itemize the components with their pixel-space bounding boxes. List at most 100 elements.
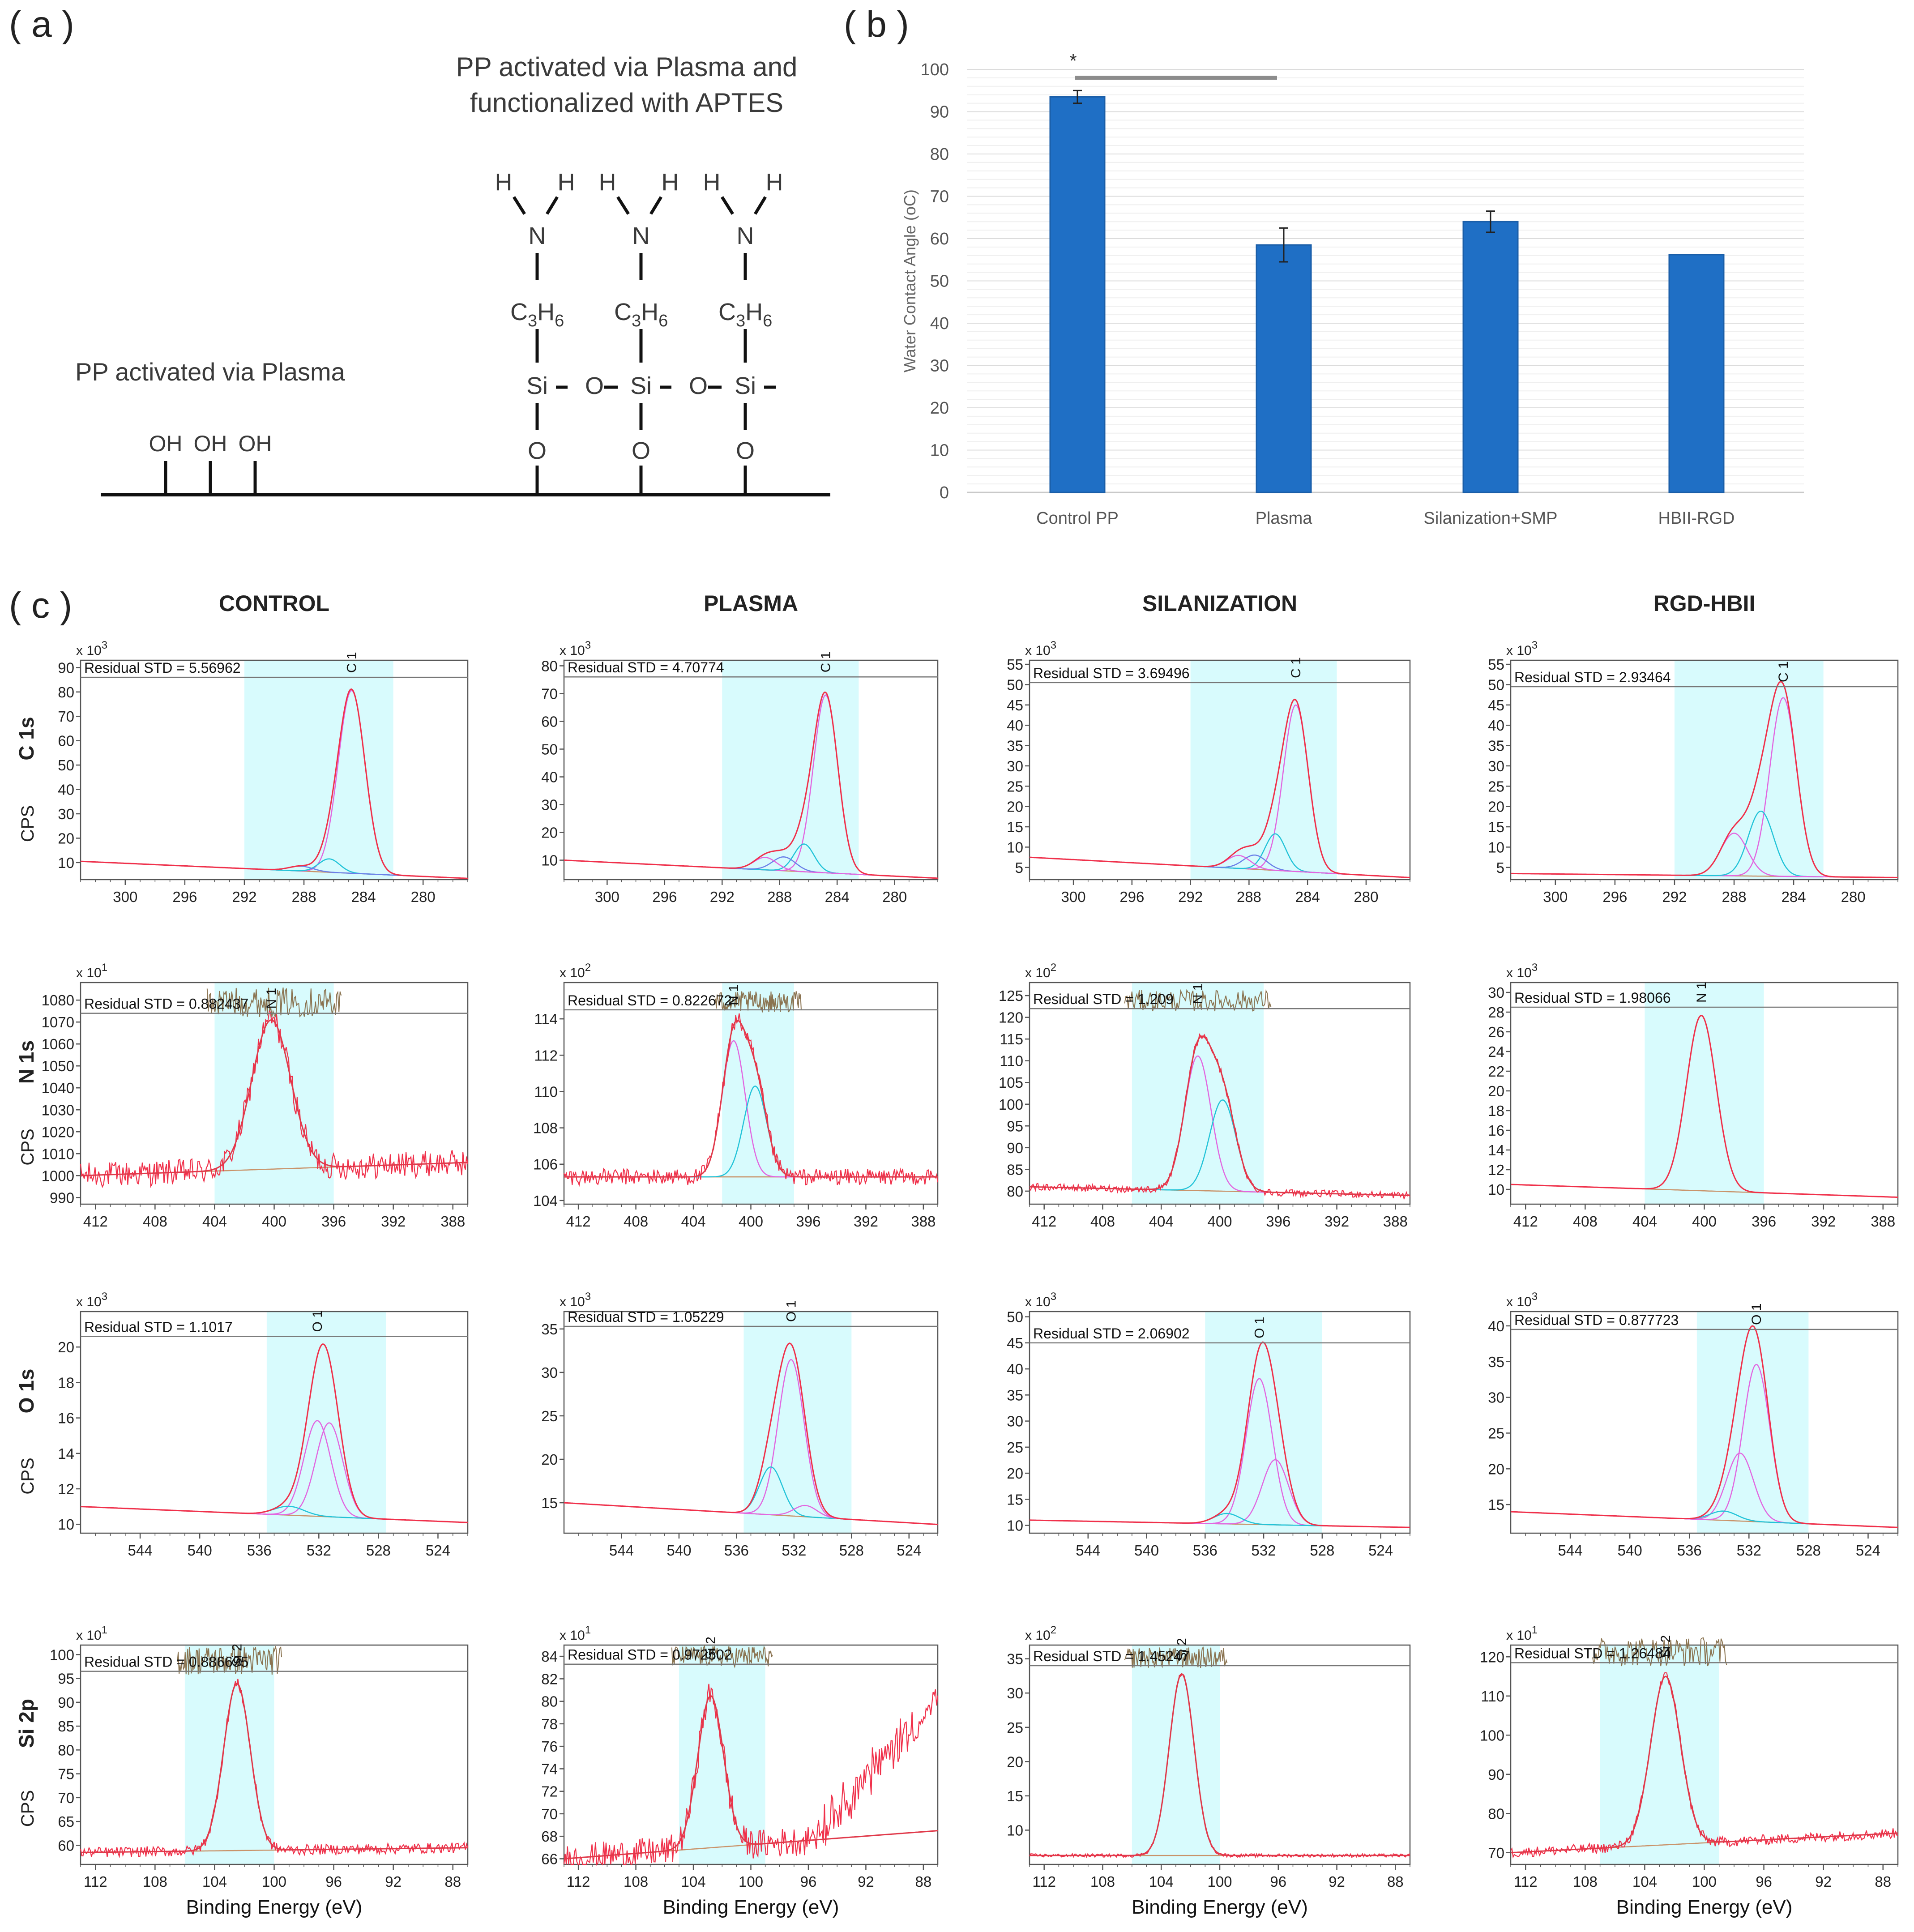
x-tick-label: 404 (1149, 1213, 1174, 1230)
x-tick-label: 544 (609, 1542, 634, 1559)
y-multiplier: x 103 (76, 1291, 107, 1309)
raw-spectrum (564, 1342, 938, 1526)
x-tick-label: 104 (1632, 1873, 1657, 1890)
xps-subplot: 300 296 292 288 284 280 5 10 15 20 25 30 35 40 45 50 55x… (1007, 639, 1411, 905)
x-tick-label: 296 (1119, 889, 1144, 905)
x-tick-label: 400 (262, 1213, 286, 1230)
multiplier-exponent: 3 (102, 1291, 107, 1303)
y-tick-label: 15 (1488, 819, 1504, 835)
fit-region (184, 1645, 274, 1864)
xps-subplot: 544 540 536 532 528 524 10 12 14 16 18 20 x 103 Resid… (58, 1291, 469, 1559)
raw-spectrum (563, 1013, 939, 1187)
multiplier-exponent: 3 (1532, 1291, 1538, 1303)
y-tick-label: 55 (1007, 656, 1023, 673)
xps-subplot: 544 540 536 532 528 524 10 15 20 25 30 35 40 45 50x 10… (1007, 1291, 1411, 1559)
multiplier-base: x 10 (76, 1628, 102, 1643)
y-tick-label: 40 (1007, 717, 1023, 734)
significance-label: * (1069, 50, 1077, 71)
propyl-h: H (537, 299, 555, 325)
propyl-sub3: 3 (528, 312, 537, 330)
x-tick-label: 92 (1329, 1873, 1345, 1890)
y-tick-label: 100 (999, 1096, 1023, 1113)
bar (1256, 244, 1312, 493)
surface-oxygen-label: O (528, 437, 547, 464)
y-multiplier: x 101 (1506, 1624, 1538, 1643)
y-tick-label: 108 (533, 1120, 558, 1137)
y-multiplier: x 101 (560, 1624, 591, 1643)
y-tick-label: 40 (1488, 1318, 1504, 1334)
aptes-schematic: PP activated via Plasma and functionaliz… (75, 52, 830, 496)
xps-subplot: 412 408 404 400 396 392 388 10 12 14 16 18 20 22 24 26 2… (1488, 962, 1899, 1230)
x-tick-label: 92 (858, 1873, 874, 1890)
hydrogen-label: H (766, 169, 783, 196)
bar (1668, 254, 1725, 493)
y-tick-label: 68 (541, 1828, 558, 1845)
x-tick-label: 300 (1061, 889, 1086, 905)
x-tick-label: 112 (567, 1873, 590, 1890)
y-tick-label: 110 (1481, 1688, 1504, 1705)
y-tick-label: 75 (58, 1766, 74, 1782)
fit-region (743, 1312, 852, 1533)
y-tick-label: 20 (541, 1451, 558, 1468)
residual-std-label: Residual STD = 1.1017 (84, 1319, 233, 1335)
y-tick-label: 18 (58, 1374, 74, 1391)
panel-label-b: ( b ) (844, 4, 909, 45)
y-tick-label: 110 (534, 1083, 558, 1100)
multiplier-base: x 10 (560, 1628, 585, 1643)
residual-trace (206, 987, 342, 1018)
peak-label: O 1 (784, 1300, 799, 1322)
propyl-label: C3H6 (510, 299, 564, 330)
nh-bond (649, 196, 662, 215)
multiplier-exponent: 3 (1532, 639, 1538, 651)
x-tick-label: 300 (595, 889, 619, 905)
x-tick-label: 280 (1841, 889, 1866, 905)
x-axis-label: Binding Energy (eV) (1616, 1896, 1793, 1918)
x-tick-label: 112 (84, 1873, 107, 1890)
residual-std-label: Residual STD = 1.98066 (1514, 990, 1671, 1006)
x-tick-label: 408 (1573, 1213, 1598, 1230)
schematic-left-title: PP activated via Plasma (75, 358, 346, 386)
multiplier-exponent: 1 (102, 1624, 107, 1636)
x-tick-label: 532 (782, 1542, 806, 1559)
multiplier-base: x 10 (560, 1295, 585, 1309)
hydrogen-label: H (558, 169, 575, 196)
schematic-right-title-1: PP activated via Plasma and (456, 52, 798, 82)
x-tick-label: 532 (1737, 1542, 1761, 1559)
x-tick-label: 524 (1856, 1542, 1880, 1559)
y-tick-label: 20 (1007, 1465, 1023, 1482)
x-tick-label: 396 (321, 1213, 346, 1230)
y-multiplier: x 103 (1506, 962, 1538, 980)
y-tick-label: 10 (58, 1516, 74, 1533)
fit-region (722, 660, 859, 880)
x-tick-label: 544 (1558, 1542, 1583, 1559)
y-tick-label: 90 (58, 659, 74, 676)
y-tick-label: 60 (930, 230, 949, 248)
y-tick-label: 50 (1007, 1309, 1023, 1325)
raw-spectrum (1510, 1015, 1898, 1198)
y-tick-label: 95 (58, 1671, 74, 1687)
y-tick-label: 104 (533, 1193, 558, 1209)
multiplier-exponent: 2 (1051, 1624, 1056, 1636)
y-tick-label: 1000 (42, 1167, 74, 1184)
multiplier-exponent: 1 (102, 962, 107, 974)
y-tick-label: 20 (1007, 1753, 1023, 1770)
residual-trace (671, 1645, 773, 1669)
peak-label: Si 2 (230, 1644, 244, 1667)
residual-std-label: Residual STD = 0.882437 (84, 996, 248, 1012)
fit-region (1132, 983, 1264, 1204)
residual-std-label: Residual STD = 0.886695 (84, 1654, 248, 1670)
x-tick-label: 528 (1310, 1542, 1334, 1559)
multiplier-base: x 10 (560, 643, 585, 658)
raw-spectrum (564, 691, 938, 879)
x-tick-label: 404 (202, 1213, 227, 1230)
propyl-sub6: 6 (658, 312, 668, 330)
oh-label: OH (149, 431, 183, 456)
residual-std-label: Residual STD = 1.209 (1033, 991, 1174, 1007)
x-tick-label: 280 (1354, 889, 1378, 905)
y-tick-label: 22 (1488, 1063, 1504, 1080)
y-tick-label: 66 (541, 1851, 558, 1867)
y-tick-label: 35 (1007, 1651, 1023, 1667)
